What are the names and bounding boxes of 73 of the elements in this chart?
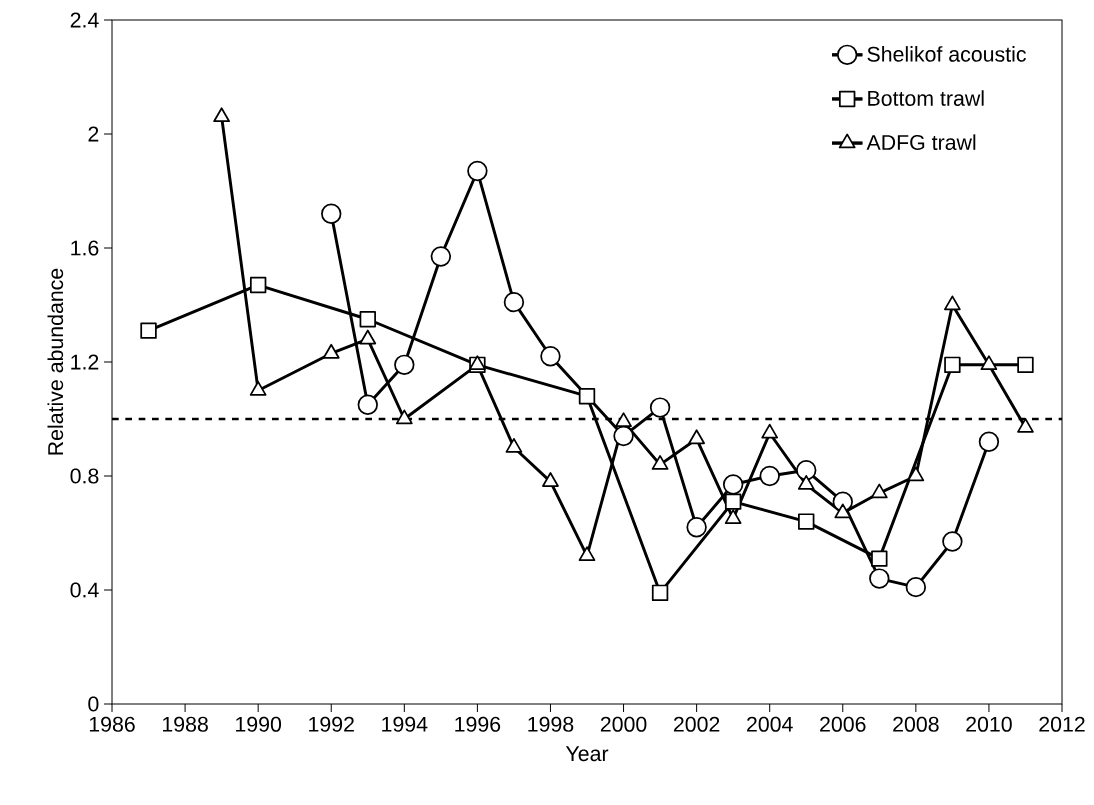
point	[578, 387, 596, 405]
x-tick-label: 2012	[1039, 716, 1085, 732]
point	[615, 412, 632, 428]
point	[798, 513, 815, 530]
point	[540, 346, 561, 367]
x-tick-label: 1996	[455, 716, 501, 732]
point	[249, 276, 267, 294]
point	[944, 295, 961, 311]
x-tick-label: 1986	[89, 716, 135, 732]
y-tick-label: 0	[88, 696, 99, 712]
legend-label: ADFG trawl	[866, 134, 976, 151]
x-tick-label: 1988	[162, 716, 208, 732]
point	[578, 546, 596, 561]
point	[1017, 356, 1034, 374]
x-tick-label: 1994	[382, 716, 428, 732]
x-tick-label: 2004	[747, 716, 793, 732]
point	[907, 466, 925, 482]
point	[871, 550, 888, 567]
point	[395, 409, 413, 425]
x-tick-label: 2000	[600, 716, 647, 732]
point	[944, 356, 961, 374]
y-tick-label: 2.4	[70, 12, 99, 28]
point	[359, 329, 377, 345]
x-tick-label: 2006	[820, 716, 866, 732]
y-tick-label: 2	[88, 126, 99, 142]
point	[359, 311, 376, 328]
point	[978, 431, 1000, 452]
point	[724, 509, 742, 524]
point	[357, 394, 378, 415]
y-axis-title: Relative abundance	[47, 268, 64, 455]
point	[869, 568, 890, 589]
point	[834, 503, 852, 519]
point	[505, 437, 523, 453]
x-tick-label: 2002	[673, 716, 720, 732]
legend-label: Shelikof acoustic	[867, 46, 1026, 62]
x-tick-label: 2008	[893, 716, 939, 732]
x-tick-label: 2010	[966, 716, 1012, 732]
point	[980, 355, 998, 371]
point	[688, 429, 705, 445]
point	[613, 425, 634, 447]
x-axis-title: Year	[565, 746, 609, 762]
point	[651, 584, 669, 602]
point	[686, 517, 707, 538]
point	[649, 397, 671, 418]
y-tick-label: 1.6	[71, 240, 99, 256]
point	[467, 160, 488, 182]
point	[796, 460, 817, 481]
y-tick-label: 0.4	[70, 582, 99, 598]
point	[140, 322, 157, 339]
x-tick-label: 1992	[309, 716, 354, 732]
point	[722, 474, 744, 495]
point	[797, 475, 815, 490]
point	[321, 203, 342, 224]
point	[503, 291, 525, 313]
legend-label: Bottom trawl	[868, 90, 984, 106]
point	[905, 576, 927, 598]
y-tick-label: 0.8	[70, 468, 99, 484]
point	[724, 493, 742, 510]
point	[651, 455, 669, 470]
point	[942, 531, 963, 552]
point	[759, 465, 780, 487]
point	[870, 483, 888, 499]
point	[249, 380, 267, 396]
point	[322, 343, 340, 359]
point	[542, 472, 559, 487]
point	[394, 354, 415, 376]
point	[213, 107, 230, 123]
point	[1017, 418, 1034, 433]
x-tick-label: 1990	[236, 716, 282, 732]
point	[761, 423, 779, 439]
x-tick-label: 1998	[528, 716, 574, 732]
y-tick-label: 1.2	[71, 354, 99, 370]
point	[430, 246, 452, 267]
